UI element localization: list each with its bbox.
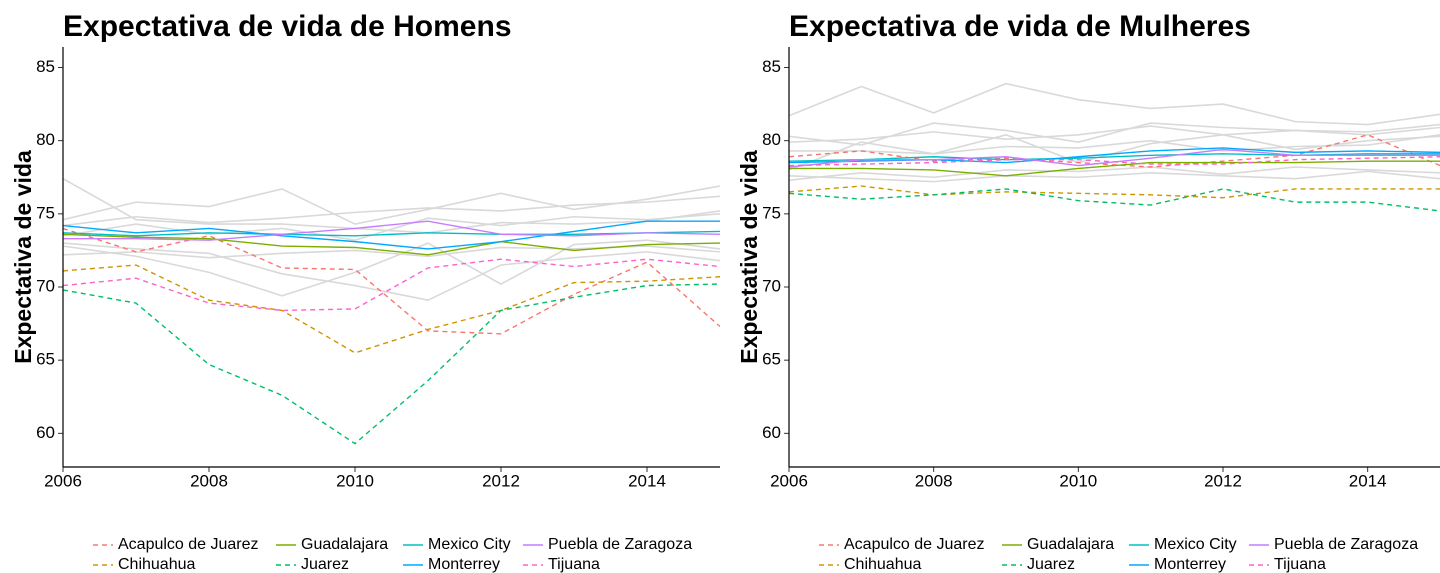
series-line	[63, 242, 720, 302]
series-line	[63, 230, 720, 237]
series-line	[63, 245, 720, 259]
series-line	[789, 122, 1440, 146]
series-line	[63, 220, 720, 250]
series-line	[63, 195, 720, 227]
y-tick-label: 70	[36, 276, 55, 295]
plot-area	[789, 82, 1440, 212]
legend-label: Juarez	[1027, 556, 1075, 573]
legend-label: Mexico City	[1154, 536, 1237, 553]
y-axis-label: Expectativa de vida	[736, 150, 762, 364]
x-tick-label: 2014	[1349, 471, 1387, 490]
series-line	[789, 153, 1440, 162]
x-tick-label: 2006	[770, 471, 808, 490]
legend-label: Guadalajara	[301, 536, 388, 553]
legend-label: Mexico City	[428, 536, 511, 553]
y-tick-label: 75	[762, 203, 781, 222]
y-tick-label: 75	[36, 203, 55, 222]
x-tick-label: 2006	[44, 471, 82, 490]
x-tick-label: 2008	[190, 471, 228, 490]
series-line	[789, 156, 1440, 167]
y-tick-label: 60	[36, 423, 55, 442]
legend-label: Monterrey	[1154, 556, 1226, 573]
series-line	[63, 220, 720, 241]
series-line	[789, 82, 1440, 126]
legend-label: Tijuana	[548, 556, 600, 573]
legend-label: Juarez	[301, 556, 349, 573]
legend-label: Monterrey	[428, 556, 500, 573]
y-tick-label: 65	[762, 350, 781, 369]
chart-title: Expectativa de vida de Mulheres	[789, 10, 1251, 43]
series-line	[789, 147, 1440, 164]
series-line	[789, 188, 1440, 212]
y-tick-label: 80	[762, 130, 781, 149]
x-tick-label: 2012	[482, 471, 520, 490]
series-line	[789, 160, 1440, 177]
series-line	[63, 239, 720, 297]
series-line	[789, 185, 1440, 199]
series-line	[789, 125, 1440, 143]
series-line	[63, 283, 720, 445]
y-tick-label: 85	[36, 57, 55, 76]
y-tick-label: 70	[762, 276, 781, 295]
series-line	[789, 166, 1440, 181]
series-line	[63, 233, 720, 256]
series-line	[63, 213, 720, 241]
y-tick-label: 60	[762, 423, 781, 442]
x-tick-label: 2010	[1059, 471, 1097, 490]
x-tick-label: 2014	[628, 471, 666, 490]
series-line	[789, 170, 1440, 183]
series-line	[789, 134, 1440, 155]
series-line	[63, 258, 720, 312]
legend-label: Chihuahua	[844, 556, 922, 573]
x-tick-label: 2008	[915, 471, 953, 490]
y-tick-label: 85	[762, 57, 781, 76]
y-tick-label: 80	[36, 130, 55, 149]
legend-label: Puebla de Zaragoza	[1274, 536, 1418, 553]
legend-label: Tijuana	[1274, 556, 1326, 573]
chart-title: Expectativa de vida de Homens	[63, 10, 512, 43]
legend-label: Acapulco de Juarez	[118, 536, 259, 553]
y-tick-label: 65	[36, 350, 55, 369]
series-line	[63, 227, 720, 335]
legend-label: Guadalajara	[1027, 536, 1114, 553]
y-axis-label: Expectativa de vida	[10, 150, 36, 364]
series-line	[63, 178, 720, 234]
series-line	[789, 134, 1440, 168]
legend-label: Puebla de Zaragoza	[548, 536, 692, 553]
legend-label: Acapulco de Juarez	[844, 536, 985, 553]
series-line	[63, 264, 720, 354]
x-tick-label: 2010	[336, 471, 374, 490]
plot-area	[63, 178, 720, 445]
legend-label: Chihuahua	[118, 556, 196, 573]
x-tick-label: 2012	[1204, 471, 1242, 490]
